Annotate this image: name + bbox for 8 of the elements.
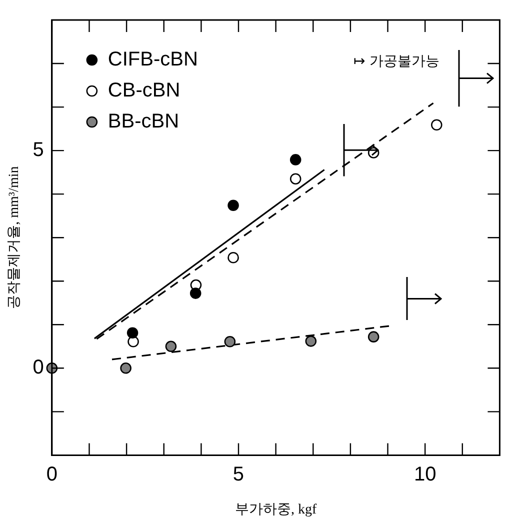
legend-label: BB-cBN: [108, 110, 180, 133]
legend-label: CB-cBN: [108, 80, 180, 102]
x-tick-label: 10: [414, 464, 436, 486]
x-axis-title: 부가하중, kgf: [234, 502, 317, 518]
annotation: ↦ 가공불가능: [354, 54, 440, 70]
legend-label: CIFB-cBN: [108, 48, 198, 71]
y-axis-title: 공작물제거율, mm³/min: [7, 166, 22, 309]
x-tick-label: 5: [232, 464, 244, 486]
